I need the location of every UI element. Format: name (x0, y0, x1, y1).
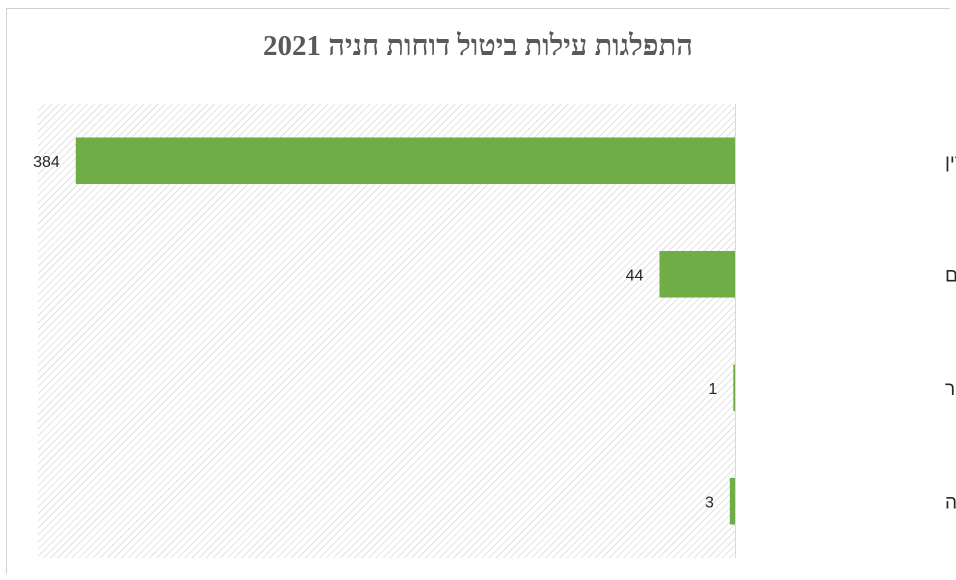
value-label-3: 3 (705, 494, 714, 511)
bar-0 (75, 137, 735, 185)
category-label-0: לפני משורת הדין (945, 152, 956, 173)
category-label-3: לא נעברה עבירה (945, 492, 956, 513)
bar-3 (729, 477, 735, 525)
category-label-1: ביטול מטעמים טכנים (945, 265, 956, 286)
value-label-2: 1 (708, 381, 717, 398)
bar-2 (733, 364, 735, 412)
chart-frame (6, 8, 950, 574)
value-label-1: 44 (626, 267, 644, 284)
value-label-0: 384 (33, 154, 60, 171)
chart-title: התפלגות עילות ביטול דוחות חניה 2021 (263, 30, 693, 62)
category-label-2: אין ענין לציבור (945, 379, 956, 400)
bar-1 (659, 250, 735, 298)
